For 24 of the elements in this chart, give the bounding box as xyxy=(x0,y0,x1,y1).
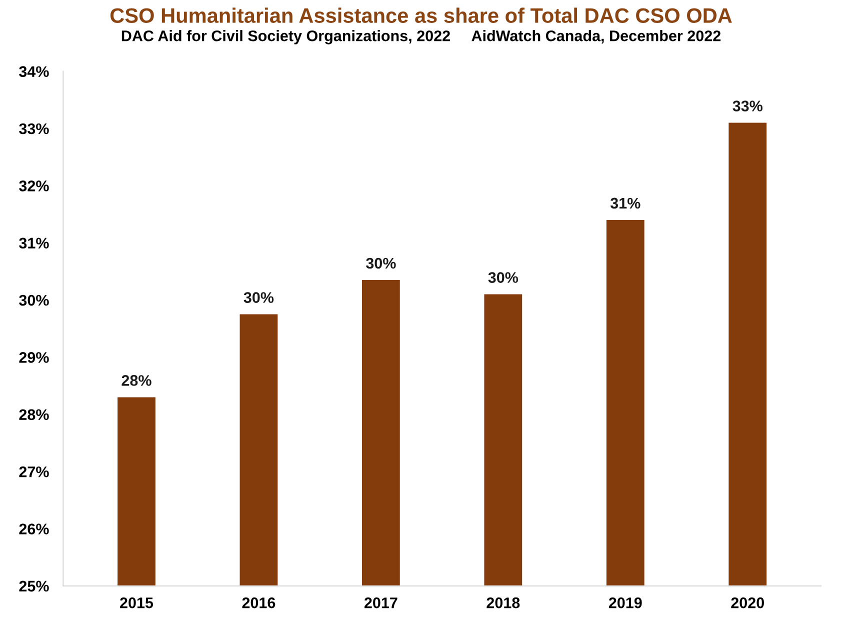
x-tick-label: 2020 xyxy=(731,597,764,608)
y-tick-label: 34% xyxy=(19,66,49,78)
x-tick-label: 2017 xyxy=(364,597,398,608)
y-tick-label: 33% xyxy=(19,123,49,134)
data-label: 31% xyxy=(610,198,640,209)
y-tick-label: 32% xyxy=(19,180,49,192)
y-tick-label: 31% xyxy=(19,238,49,249)
y-tick-label: 28% xyxy=(19,409,49,420)
data-label: 33% xyxy=(732,100,762,112)
y-tick-label: 25% xyxy=(19,580,49,592)
y-tick-label: 29% xyxy=(19,352,49,363)
chart-subtitle: DAC Aid for Civil Society Organizations, 2022 AidWatch Canada, December 2022 xyxy=(122,30,721,44)
data-label: 30% xyxy=(244,292,274,303)
x-tick-label: 2016 xyxy=(242,597,276,608)
chart-title: CSO Humanitarian Assistance as share of Total DAC CSO ODA xyxy=(110,8,732,23)
x-tick-label: 2015 xyxy=(120,597,154,608)
x-tick-label: 2018 xyxy=(486,597,520,608)
y-tick-label: 26% xyxy=(19,524,49,534)
data-label: 30% xyxy=(366,258,396,269)
y-tick-label: 27% xyxy=(19,466,49,478)
data-label: 28% xyxy=(122,375,152,386)
y-tick-label: 30% xyxy=(19,294,49,306)
data-label: 30% xyxy=(488,272,518,283)
x-tick-label: 2019 xyxy=(608,597,642,608)
